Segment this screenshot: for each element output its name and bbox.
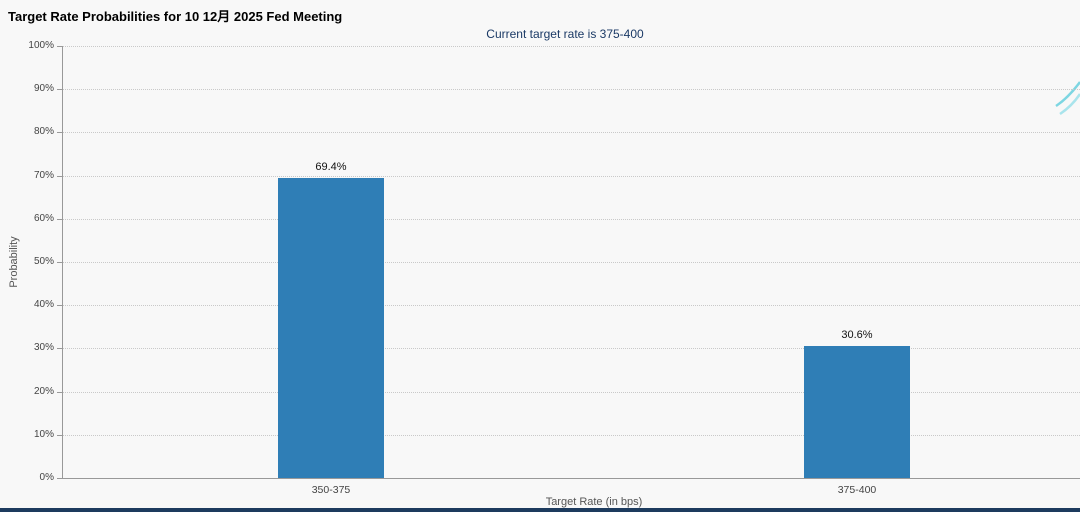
x-axis-line bbox=[62, 478, 1080, 479]
y-axis-tick bbox=[57, 391, 62, 393]
gridline bbox=[63, 218, 1080, 220]
bar-value-label: 30.6% bbox=[841, 328, 873, 341]
gridline bbox=[63, 89, 1080, 91]
y-tick-label: 50% bbox=[33, 256, 54, 267]
y-tick-label: 0% bbox=[39, 472, 54, 483]
bar-375-400[interactable] bbox=[804, 345, 910, 478]
bottom-strip bbox=[0, 508, 1080, 512]
y-axis-tick bbox=[57, 262, 62, 263]
y-tick-label: 70% bbox=[33, 169, 54, 181]
y-tick-label: 60% bbox=[33, 212, 54, 224]
y-tick-label: 40% bbox=[33, 299, 54, 311]
gridline bbox=[63, 175, 1080, 177]
gridline bbox=[63, 132, 1080, 134]
x-tick-label: 350-375 bbox=[311, 484, 351, 496]
chart-subtitle: Current target rate is 375-400 bbox=[486, 27, 644, 41]
x-tick-label: 375-400 bbox=[837, 484, 877, 496]
chart-title: Target Rate Probabilities for 10 12月 202… bbox=[8, 9, 343, 24]
y-axis-tick bbox=[57, 348, 62, 350]
y-tick-label: 30% bbox=[33, 342, 54, 354]
x-axis-title: Target Rate (in bps) bbox=[545, 496, 643, 508]
y-axis-tick bbox=[57, 132, 62, 134]
gridline bbox=[63, 391, 1080, 393]
y-axis-tick bbox=[57, 89, 62, 91]
bar-350-375[interactable] bbox=[278, 178, 384, 478]
y-axis-tick bbox=[57, 478, 62, 479]
y-axis-tick bbox=[57, 434, 62, 436]
bar-value-label: 69.4% bbox=[315, 161, 347, 174]
y-tick-label: 90% bbox=[33, 83, 54, 95]
y-axis-line bbox=[62, 46, 63, 478]
y-tick-label: 20% bbox=[33, 385, 54, 397]
gridline bbox=[63, 46, 1080, 47]
y-tick-label: 80% bbox=[33, 126, 54, 138]
y-axis-tick bbox=[57, 218, 62, 220]
y-axis-tick bbox=[57, 46, 62, 47]
y-axis-tick bbox=[57, 305, 62, 307]
y-axis-tick bbox=[57, 175, 62, 177]
gridline bbox=[63, 434, 1080, 436]
gridline bbox=[63, 305, 1080, 307]
y-tick-label: 100% bbox=[28, 40, 54, 51]
y-tick-label: 10% bbox=[33, 428, 54, 440]
gridline bbox=[63, 262, 1080, 263]
cme-logo-fragment-icon bbox=[1055, 81, 1080, 116]
gridline bbox=[63, 348, 1080, 350]
